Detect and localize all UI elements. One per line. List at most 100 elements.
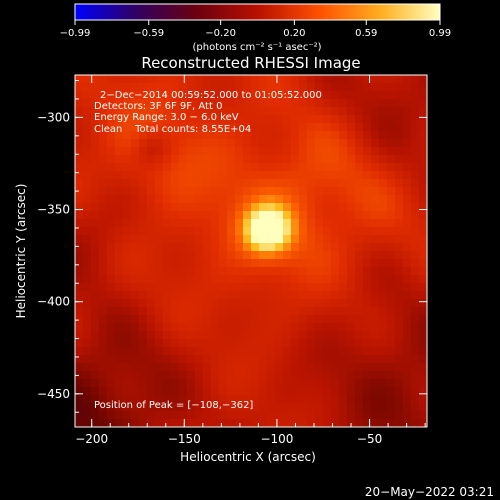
- heatmap-cell: [147, 139, 156, 148]
- heatmap-cell: [235, 139, 244, 148]
- heatmap-cell: [171, 163, 180, 172]
- heatmap-cell: [275, 171, 284, 180]
- heatmap-cell: [195, 347, 204, 356]
- heatmap-cell: [379, 387, 388, 396]
- heatmap-cell: [123, 147, 132, 156]
- heatmap-cell: [379, 107, 388, 116]
- heatmap-cell: [339, 331, 348, 340]
- heatmap-cell: [403, 123, 412, 132]
- heatmap-cell: [339, 251, 348, 260]
- heatmap-cell: [195, 411, 204, 420]
- heatmap-cell: [275, 371, 284, 380]
- heatmap-cell: [411, 163, 420, 172]
- heatmap-cell: [179, 75, 188, 84]
- heatmap-cell: [403, 355, 412, 364]
- heatmap-cell: [323, 139, 332, 148]
- heatmap-cell: [275, 123, 284, 132]
- heatmap-cell: [339, 155, 348, 164]
- heatmap-cell: [259, 259, 268, 268]
- heatmap-cell: [363, 115, 372, 124]
- heatmap-cell: [283, 315, 292, 324]
- heatmap-cell: [379, 219, 388, 228]
- heatmap-cell: [155, 107, 164, 116]
- heatmap-cell: [267, 411, 276, 420]
- heatmap-cell: [347, 163, 356, 172]
- heatmap-cell: [163, 131, 172, 140]
- heatmap-cell: [195, 387, 204, 396]
- heatmap-cell: [203, 123, 212, 132]
- heatmap-cell: [387, 147, 396, 156]
- heatmap-cell: [387, 363, 396, 372]
- heatmap-cell: [227, 251, 236, 260]
- heatmap-cell: [331, 331, 340, 340]
- heatmap-cell: [339, 387, 348, 396]
- heatmap-cell: [243, 251, 252, 260]
- heatmap-cell: [235, 155, 244, 164]
- heatmap-cell: [283, 355, 292, 364]
- heatmap-cell: [251, 323, 260, 332]
- heatmap-cell: [363, 411, 372, 420]
- heatmap-cell: [107, 139, 116, 148]
- heatmap-cell: [355, 267, 364, 276]
- heatmap-cell: [115, 323, 124, 332]
- heatmap-cell: [123, 339, 132, 348]
- heatmap-cell: [187, 115, 196, 124]
- heatmap-cell: [363, 339, 372, 348]
- heatmap-cell: [411, 419, 420, 427]
- heatmap-cell: [419, 331, 427, 340]
- heatmap-cell: [211, 299, 220, 308]
- heatmap-cell: [91, 395, 100, 404]
- heatmap-cell: [107, 235, 116, 244]
- heatmap-cell: [163, 187, 172, 196]
- heatmap-cell: [107, 299, 116, 308]
- heatmap-cell: [179, 371, 188, 380]
- heatmap-cell: [267, 163, 276, 172]
- heatmap-cell: [267, 299, 276, 308]
- heatmap-cell: [371, 107, 380, 116]
- heatmap-cell: [115, 283, 124, 292]
- heatmap-cell: [379, 379, 388, 388]
- heatmap-cell: [323, 283, 332, 292]
- heatmap-cell: [275, 195, 284, 204]
- heatmap-cell: [259, 371, 268, 380]
- heatmap-cell: [243, 371, 252, 380]
- heatmap-cell: [163, 315, 172, 324]
- heatmap-cell: [403, 91, 412, 100]
- heatmap-cell: [83, 347, 92, 356]
- heatmap-cell: [203, 323, 212, 332]
- heatmap-cell: [131, 307, 140, 316]
- heatmap-cell: [139, 419, 148, 427]
- heatmap-cell: [371, 283, 380, 292]
- annotation-peak-position: Position of Peak = [−108,−362]: [94, 400, 253, 411]
- heatmap-cell: [339, 363, 348, 372]
- heatmap-cell: [139, 171, 148, 180]
- heatmap-cell: [355, 259, 364, 268]
- heatmap-cell: [91, 331, 100, 340]
- heatmap-cell: [411, 339, 420, 348]
- heatmap-cell: [395, 267, 404, 276]
- heatmap-cell: [283, 115, 292, 124]
- heatmap-cell: [267, 307, 276, 316]
- heatmap-cell: [139, 179, 148, 188]
- heatmap-cell: [339, 323, 348, 332]
- heatmap-cell: [419, 203, 427, 212]
- annotation-time-range: 2−Dec−2014 00:59:52.000 to 01:05:52.000: [100, 90, 322, 101]
- heatmap-cell: [267, 243, 276, 252]
- heatmap-cell: [211, 211, 220, 220]
- heatmap-cell: [267, 91, 276, 100]
- heatmap-cell: [355, 115, 364, 124]
- heatmap-cell: [299, 323, 308, 332]
- heatmap-cell: [355, 203, 364, 212]
- heatmap-cell: [323, 259, 332, 268]
- heatmap-cell: [155, 251, 164, 260]
- heatmap-cell: [227, 291, 236, 300]
- heatmap-cell: [323, 107, 332, 116]
- heatmap-cell: [243, 275, 252, 284]
- heatmap-cell: [331, 235, 340, 244]
- heatmap-cell: [155, 187, 164, 196]
- heatmap-cell: [235, 251, 244, 260]
- heatmap-cell: [395, 291, 404, 300]
- heatmap-cell: [123, 99, 132, 108]
- heatmap-cell: [251, 283, 260, 292]
- heatmap-cell: [83, 275, 92, 284]
